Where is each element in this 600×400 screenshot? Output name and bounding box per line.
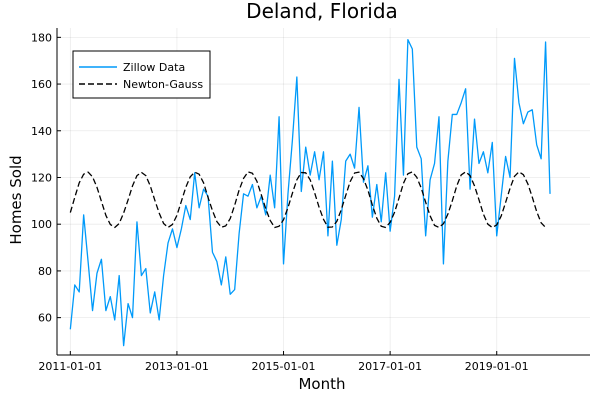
legend-box [72, 50, 211, 99]
y-axis-label: Homes Sold [7, 155, 25, 244]
x-tick-label: 2015-01-01 [252, 360, 316, 373]
axes [56, 28, 590, 356]
legend: Zillow Data Newton-Gauss [72, 50, 211, 99]
y-tick-label: 100 [31, 218, 52, 231]
series-lines [69, 39, 551, 347]
y-tick-label: 160 [31, 78, 52, 91]
legend-label-newton: Newton-Gauss [123, 78, 203, 91]
y-tick-label: 140 [31, 125, 52, 138]
x-tick-label: 2013-01-01 [145, 360, 209, 373]
tick-labels: 2011-01-01 2013-01-01 2015-01-01 2017-01-01… [31, 31, 529, 373]
y-tick-label: 180 [31, 31, 52, 44]
x-tick-label: 2011-01-01 [38, 360, 102, 373]
y-tick-label: 80 [38, 265, 52, 278]
legend-label-zillow: Zillow Data [123, 61, 185, 74]
y-tick-label: 60 [38, 312, 52, 325]
x-axis-label: Month [298, 375, 345, 393]
zillow-data-line [69, 39, 551, 347]
x-tick-label: 2019-01-01 [465, 360, 529, 373]
y-tick-label: 120 [31, 171, 52, 184]
x-tick-label: 2017-01-01 [358, 360, 422, 373]
newton-gauss-line [69, 171, 547, 229]
grid-lines [57, 28, 590, 355]
chart-title: Deland, Florida [246, 0, 398, 23]
